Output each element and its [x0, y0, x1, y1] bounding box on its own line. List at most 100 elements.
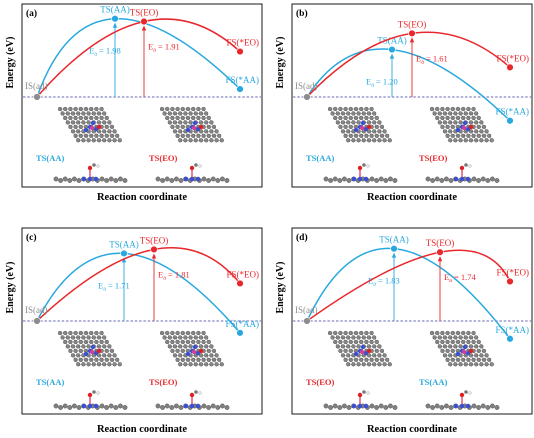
structure-label-left: TS(AA) — [36, 377, 65, 387]
structure-label-left: TS(AA) — [306, 153, 335, 163]
carbon-atom — [374, 178, 379, 183]
graphene-structure-left — [57, 330, 122, 367]
hydrogen-atom — [96, 164, 100, 168]
carbon-atom — [219, 362, 224, 367]
dopant-atom — [195, 403, 201, 409]
fs-marker-aa — [506, 335, 514, 343]
carbon-atom — [443, 403, 449, 409]
oxygen-atom — [87, 392, 93, 398]
carbon-atom — [76, 178, 82, 183]
carbon-atom — [323, 403, 329, 409]
carbon-atom — [118, 403, 123, 409]
dopant-atom — [93, 403, 99, 409]
ea-subscript: a — [373, 282, 376, 288]
carbon-atom — [76, 405, 82, 410]
carbon-atom — [224, 178, 230, 183]
adsorbate-atom — [194, 163, 198, 167]
dopant-atom — [351, 176, 357, 182]
graphene-structure-left — [327, 330, 392, 367]
oxygen-atom — [357, 392, 363, 398]
dopant-atom — [366, 124, 372, 130]
y-axis-label: Energy (eV) — [5, 262, 16, 314]
oxygen-atom — [459, 392, 465, 398]
dopant-atom — [353, 127, 359, 133]
carbon-atom — [341, 176, 347, 182]
carbon-atom — [480, 176, 486, 182]
y-axis-label: Energy (eV) — [275, 262, 286, 314]
fs-label-eo: FS(*EO) — [496, 267, 529, 277]
panel-label: (d) — [296, 232, 308, 243]
hydrogen-atom — [198, 391, 202, 395]
dopant-atom — [198, 348, 204, 354]
ts-marker-aa — [390, 244, 398, 253]
fs-marker-aa — [506, 117, 514, 125]
dopant-atom — [96, 124, 102, 130]
structure-label-right: TS(EO) — [149, 153, 178, 163]
graphene-structure-right — [429, 330, 494, 367]
dopant-atom — [191, 125, 197, 131]
carbon-atom — [58, 405, 63, 410]
carbon-atom — [206, 178, 212, 183]
fs-marker-aa — [236, 85, 244, 93]
carbon-atom — [206, 405, 212, 410]
dopant-atom — [81, 403, 87, 409]
carbon-atom — [387, 362, 392, 367]
carbon-atom — [378, 176, 384, 182]
fs-label-eo: FS(*EO) — [226, 38, 259, 48]
ea-symbol: E — [444, 272, 449, 282]
plot-frame — [21, 3, 263, 188]
fs-marker-eo — [236, 47, 244, 56]
adsorbate-atom — [362, 163, 366, 167]
panel-label: (a) — [26, 8, 37, 19]
dopant-atom — [83, 351, 89, 357]
ts-label-eo: TS(EO) — [130, 8, 159, 18]
energy-curve-eo — [36, 18, 241, 98]
carbon-atom — [62, 403, 68, 409]
carbon-atom — [430, 178, 435, 183]
barrier-arrowhead-aa — [112, 22, 118, 28]
carbon-atom — [201, 176, 207, 182]
x-axis-label: Reaction coordinate — [97, 192, 187, 203]
carbon-atom — [387, 403, 393, 409]
is-label: IS(ad) — [295, 305, 318, 315]
carbon-atom — [178, 178, 184, 183]
oxygen-atom — [459, 165, 465, 171]
side-view-left — [323, 390, 398, 410]
dopant-atom — [366, 348, 372, 354]
dopant-atom — [360, 120, 366, 126]
structure-label-left: TS(AA) — [36, 153, 65, 163]
carbon-atom — [494, 178, 500, 183]
carbon-atom — [122, 178, 128, 183]
carbon-atom — [439, 405, 445, 410]
carbon-atom — [173, 176, 179, 182]
dopant-atom — [462, 120, 468, 126]
ea-label-eo: Ea = 1.61 — [416, 53, 448, 65]
dopant-atom — [357, 403, 363, 409]
oxygen-atom — [357, 165, 363, 171]
carbon-atom — [113, 405, 119, 410]
dopant-atom — [462, 344, 468, 350]
carbon-atom — [118, 176, 123, 182]
carbon-atom — [383, 178, 389, 183]
ea-value: = 1.98 — [97, 46, 121, 56]
fs-marker-eo — [506, 277, 514, 286]
carbon-atom — [72, 403, 77, 409]
carbon-atom — [164, 403, 170, 409]
carbon-atom — [219, 403, 225, 409]
oxygen-atom — [87, 165, 93, 171]
adsorbate-atom — [464, 163, 468, 167]
fs-marker-aa — [236, 329, 244, 337]
plot-frame — [21, 227, 263, 415]
energy-curve-eo — [36, 247, 241, 322]
graphene-structure-left — [327, 106, 392, 143]
graphene-structure-left — [57, 106, 122, 143]
adsorbate-atom — [92, 390, 96, 394]
dopant-atom — [453, 176, 459, 182]
dopant-atom — [357, 176, 363, 182]
is-marker — [33, 93, 41, 101]
ea-label-aa: Ea = 1.98 — [89, 46, 121, 58]
dopant-atom — [183, 176, 189, 182]
carbon-atom — [67, 178, 73, 183]
ea-symbol: E — [148, 42, 153, 52]
ea-value: = 1.83 — [376, 276, 400, 286]
